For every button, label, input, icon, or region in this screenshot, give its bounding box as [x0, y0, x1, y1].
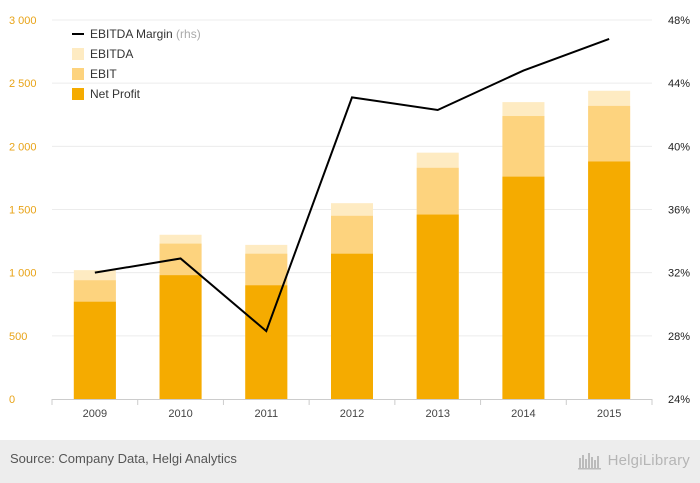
- legend-label-text: EBITDA Margin: [90, 27, 173, 41]
- x-tick-label: 2012: [340, 408, 364, 420]
- y-tick-label-left: 2 000: [9, 141, 37, 153]
- y-tick-label-right: 28%: [668, 331, 690, 343]
- y-tick-label-left: 500: [9, 331, 27, 343]
- y-tick-label-left: 2 500: [9, 78, 37, 90]
- y-tick-label-left: 3 000: [9, 15, 37, 27]
- footer: Source: Company Data, Helgi Analytics He…: [0, 440, 700, 483]
- x-tick-label: 2014: [511, 408, 535, 420]
- legend-label-text: EBITDA: [90, 47, 133, 61]
- x-tick-label: 2011: [254, 408, 278, 420]
- source-text: Source: Company Data, Helgi Analytics: [10, 451, 237, 466]
- y-tick-label-right: 36%: [668, 205, 690, 217]
- y-tick-label-right: 40%: [668, 141, 690, 153]
- legend-box-marker: [72, 48, 84, 60]
- chart: 0 500 1 000 1 500 2 000 2 500 3 000 24% 28% 32% 36…: [9, 15, 690, 420]
- legend-label: EBIT: [90, 67, 117, 81]
- x-tick-label: 2013: [425, 408, 449, 420]
- y-tick-label-right: 48%: [668, 15, 690, 27]
- y-tick-label-right: 24%: [668, 394, 690, 406]
- legend-label-text: Net Profit: [90, 87, 141, 101]
- net-profit-bar: [416, 214, 459, 399]
- legend-label-text: EBIT: [90, 67, 117, 81]
- legend-box-marker: [72, 68, 84, 80]
- legend-label-suffix: (rhs): [173, 27, 201, 41]
- net-profit-bar: [245, 285, 288, 399]
- legend-box-marker: [72, 88, 84, 100]
- bars: [73, 90, 631, 399]
- y-tick-label-right: 44%: [668, 78, 690, 90]
- x-tick-label: 2010: [168, 408, 192, 420]
- y-tick-label-left: 1 500: [9, 205, 37, 217]
- legend-label: EBITDA: [90, 47, 133, 61]
- net-profit-bar: [588, 161, 631, 399]
- legend: EBITDA Margin (rhs) EBITDA EBIT Net Profit: [72, 27, 201, 101]
- brand-name: HelgiLibrary: [607, 451, 690, 469]
- y-tick-label-left: 1 000: [9, 268, 37, 280]
- net-profit-bar: [159, 275, 202, 399]
- axes: 0 500 1 000 1 500 2 000 2 500 3 000 24% 28% 32% 36…: [9, 15, 690, 420]
- net-profit-bar: [331, 253, 373, 399]
- library-icon: [577, 453, 601, 470]
- legend-label: Net Profit: [90, 87, 141, 101]
- brand-logo: HelgiLibrary: [577, 450, 690, 470]
- y-tick-label-left: 0: [9, 394, 15, 406]
- net-profit-bar: [73, 301, 116, 399]
- x-tick-label: 2015: [597, 408, 621, 420]
- y-tick-label-right: 32%: [668, 268, 690, 280]
- x-tick-label: 2009: [83, 408, 107, 420]
- legend-label: EBITDA Margin (rhs): [90, 27, 201, 41]
- net-profit-bar: [502, 176, 545, 399]
- ebitda-margin-line-group: [94, 38, 610, 333]
